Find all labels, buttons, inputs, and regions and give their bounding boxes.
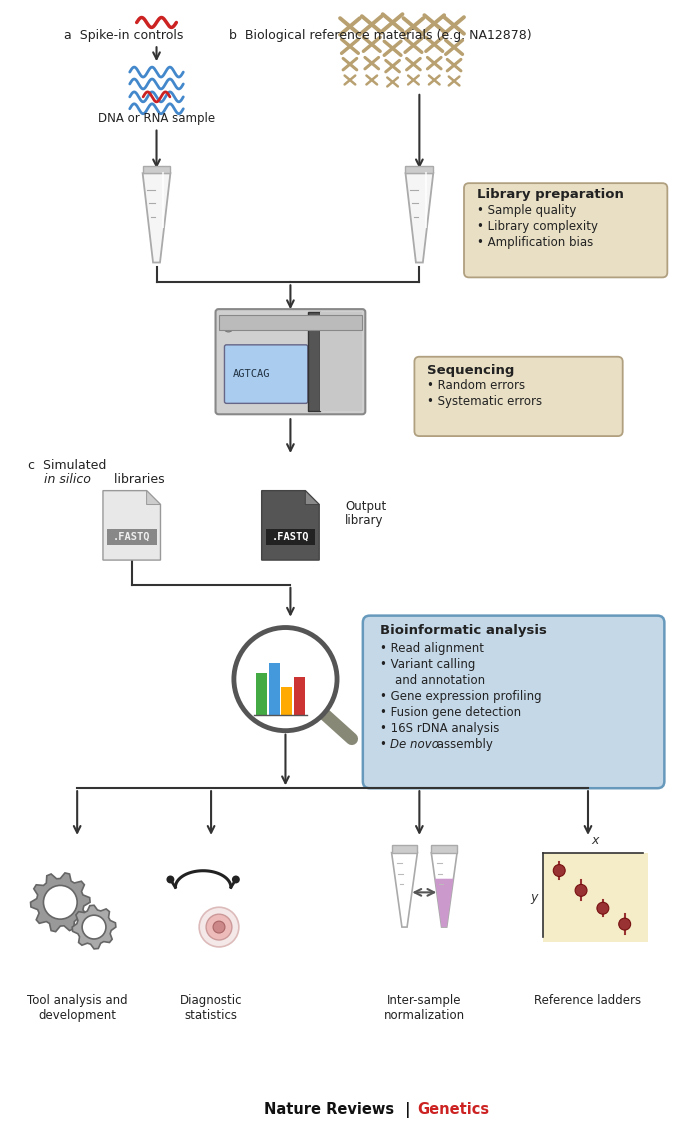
Circle shape <box>597 902 609 915</box>
Text: b  Biological reference materials (e.g. NA12878): b Biological reference materials (e.g. N… <box>229 30 532 42</box>
Text: Tool analysis and: Tool analysis and <box>27 994 127 1007</box>
Polygon shape <box>306 491 319 505</box>
FancyBboxPatch shape <box>219 316 362 330</box>
Circle shape <box>619 918 631 931</box>
Text: libraries: libraries <box>110 473 164 485</box>
Text: • Sample quality: • Sample quality <box>477 204 576 216</box>
Text: .FASTQ: .FASTQ <box>113 532 151 542</box>
Text: y: y <box>531 891 538 904</box>
Circle shape <box>234 628 337 731</box>
Text: AGTCAG: AGTCAG <box>232 369 270 378</box>
Text: • Systematic errors: • Systematic errors <box>427 395 543 409</box>
Text: • Random errors: • Random errors <box>427 379 525 393</box>
Circle shape <box>553 865 565 877</box>
Text: x: x <box>592 834 599 847</box>
Text: Inter-sample: Inter-sample <box>387 994 462 1007</box>
Text: • Amplification bias: • Amplification bias <box>477 236 593 248</box>
Text: |: | <box>399 1101 415 1117</box>
Polygon shape <box>406 166 433 173</box>
Text: Genetics: Genetics <box>417 1101 490 1116</box>
Text: Bioinformatic analysis: Bioinformatic analysis <box>379 624 547 638</box>
Polygon shape <box>72 906 116 949</box>
Text: normalization: normalization <box>384 1009 465 1023</box>
Circle shape <box>43 885 77 919</box>
Polygon shape <box>31 872 90 932</box>
Polygon shape <box>406 173 433 262</box>
Circle shape <box>199 908 239 947</box>
Text: Output: Output <box>345 500 386 514</box>
FancyBboxPatch shape <box>225 345 308 403</box>
FancyBboxPatch shape <box>216 309 365 415</box>
Text: • Gene expression profiling: • Gene expression profiling <box>379 690 541 703</box>
Circle shape <box>206 915 232 940</box>
Polygon shape <box>435 878 453 927</box>
Bar <box>256 673 266 715</box>
FancyBboxPatch shape <box>414 357 623 436</box>
Text: •: • <box>379 738 390 751</box>
Circle shape <box>232 876 240 884</box>
Text: Nature Reviews: Nature Reviews <box>264 1101 395 1116</box>
Text: Library preparation: Library preparation <box>477 188 624 202</box>
Polygon shape <box>392 853 417 927</box>
Text: Reference ladders: Reference ladders <box>534 994 642 1007</box>
Polygon shape <box>432 853 457 927</box>
Text: • Library complexity: • Library complexity <box>477 220 598 232</box>
Text: .FASTQ: .FASTQ <box>272 532 309 542</box>
Circle shape <box>223 322 234 331</box>
Circle shape <box>82 915 106 939</box>
Text: • Read alignment: • Read alignment <box>379 642 484 655</box>
Text: development: development <box>38 1009 116 1023</box>
Text: DNA or RNA sample: DNA or RNA sample <box>98 112 215 124</box>
Text: De novo: De novo <box>390 738 438 751</box>
Polygon shape <box>107 528 156 544</box>
Text: statistics: statistics <box>184 1009 238 1023</box>
Text: • Fusion gene detection: • Fusion gene detection <box>379 706 521 719</box>
Polygon shape <box>142 166 171 173</box>
Polygon shape <box>266 528 315 544</box>
Text: • Variant calling: • Variant calling <box>379 658 475 671</box>
Text: in silico: in silico <box>45 473 91 485</box>
Text: c  Simulated: c Simulated <box>27 459 106 472</box>
Polygon shape <box>308 312 320 411</box>
Bar <box>269 663 279 715</box>
Polygon shape <box>103 491 160 560</box>
Polygon shape <box>392 845 417 853</box>
Bar <box>282 687 292 715</box>
FancyBboxPatch shape <box>363 615 664 788</box>
Polygon shape <box>432 845 457 853</box>
Text: assembly: assembly <box>433 738 493 751</box>
Text: • 16S rDNA analysis: • 16S rDNA analysis <box>379 722 499 735</box>
Text: Sequencing: Sequencing <box>427 363 514 377</box>
Polygon shape <box>147 491 160 505</box>
FancyBboxPatch shape <box>543 853 647 942</box>
Polygon shape <box>142 173 171 262</box>
Text: library: library <box>345 515 384 527</box>
Bar <box>295 677 306 715</box>
Text: Diagnostic: Diagnostic <box>180 994 242 1007</box>
Text: and annotation: and annotation <box>379 674 485 687</box>
Polygon shape <box>262 491 319 560</box>
Polygon shape <box>320 312 362 411</box>
Circle shape <box>166 876 175 884</box>
Circle shape <box>575 884 587 896</box>
FancyBboxPatch shape <box>464 183 667 278</box>
Text: a  Spike-in controls: a Spike-in controls <box>64 30 184 42</box>
Circle shape <box>213 921 225 933</box>
